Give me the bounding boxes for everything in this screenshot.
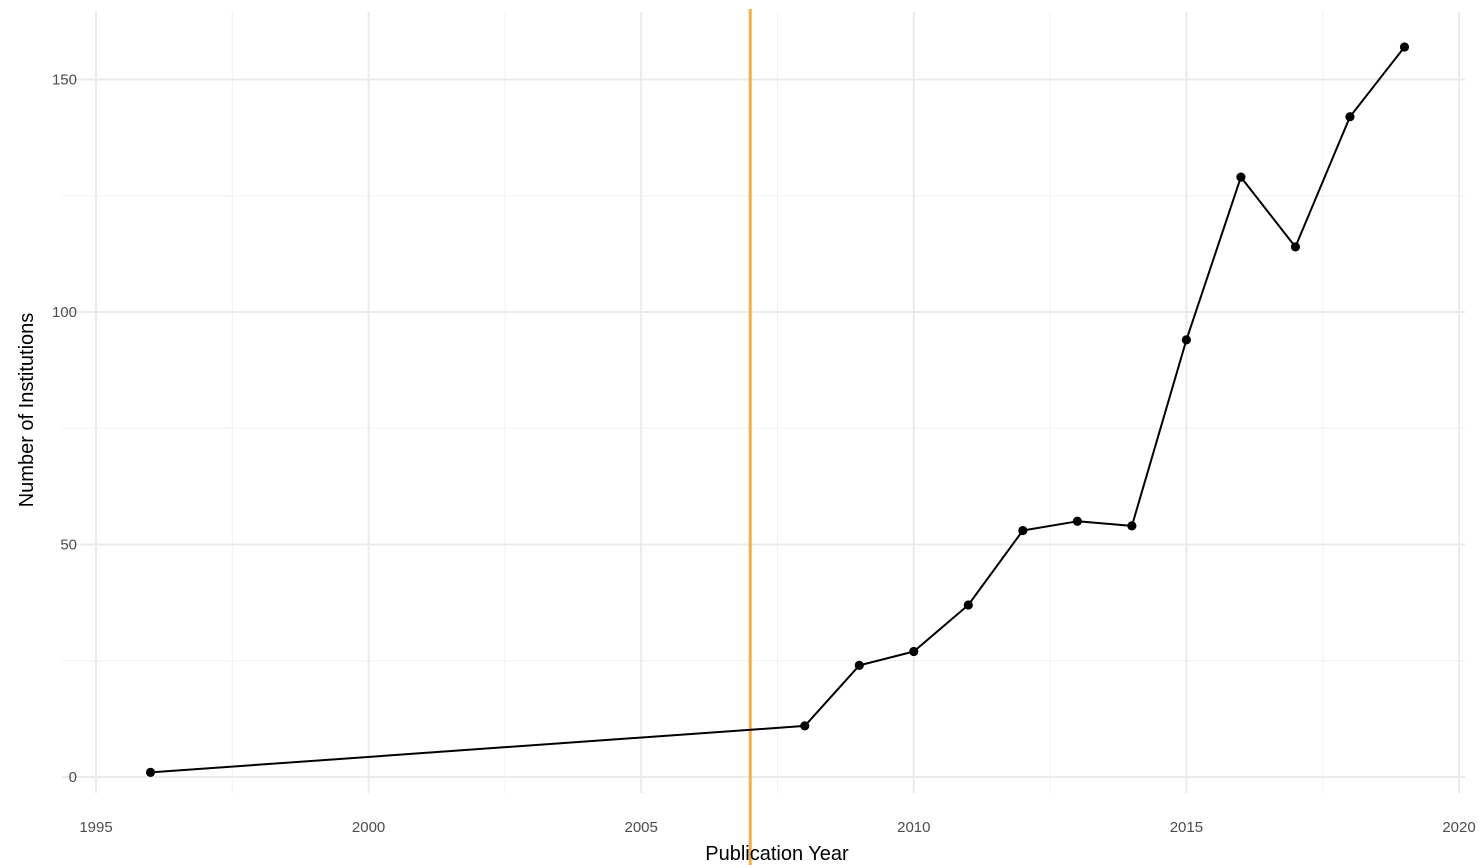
x-axis-tick-labels: 1995 2000 2005 2010 2015 2020 (79, 819, 1475, 836)
x-tick-label: 2015 (1170, 819, 1203, 836)
y-axis-title: Number of Institutions (16, 313, 38, 508)
data-point (1018, 525, 1028, 536)
x-tick-label: 1995 (79, 819, 112, 836)
data-point (1127, 521, 1137, 531)
major-gridlines (62, 12, 1465, 793)
data-point (1236, 172, 1246, 182)
minor-gridlines (62, 12, 1465, 793)
y-tick-label: 50 (60, 537, 77, 554)
data-point (800, 721, 810, 731)
y-axis-tick-labels: 0 50 100 150 (52, 72, 77, 787)
data-point (1072, 516, 1082, 526)
data-point (1399, 42, 1410, 52)
data-points (145, 42, 1410, 777)
data-point (145, 767, 156, 777)
data-point (963, 600, 973, 610)
x-tick-label: 2020 (1442, 819, 1475, 836)
y-tick-label: 100 (52, 304, 77, 321)
x-tick-label: 2000 (352, 819, 385, 836)
data-point (1290, 242, 1301, 252)
data-point (854, 660, 864, 671)
data-point (1181, 335, 1191, 345)
y-tick-label: 150 (52, 72, 77, 89)
data-point (1345, 112, 1355, 122)
x-axis-title: Publication Year (705, 843, 849, 865)
x-tick-label: 2005 (625, 819, 658, 836)
x-tick-label: 2010 (897, 819, 930, 836)
y-tick-label: 0 (69, 769, 77, 786)
data-point (909, 646, 919, 657)
